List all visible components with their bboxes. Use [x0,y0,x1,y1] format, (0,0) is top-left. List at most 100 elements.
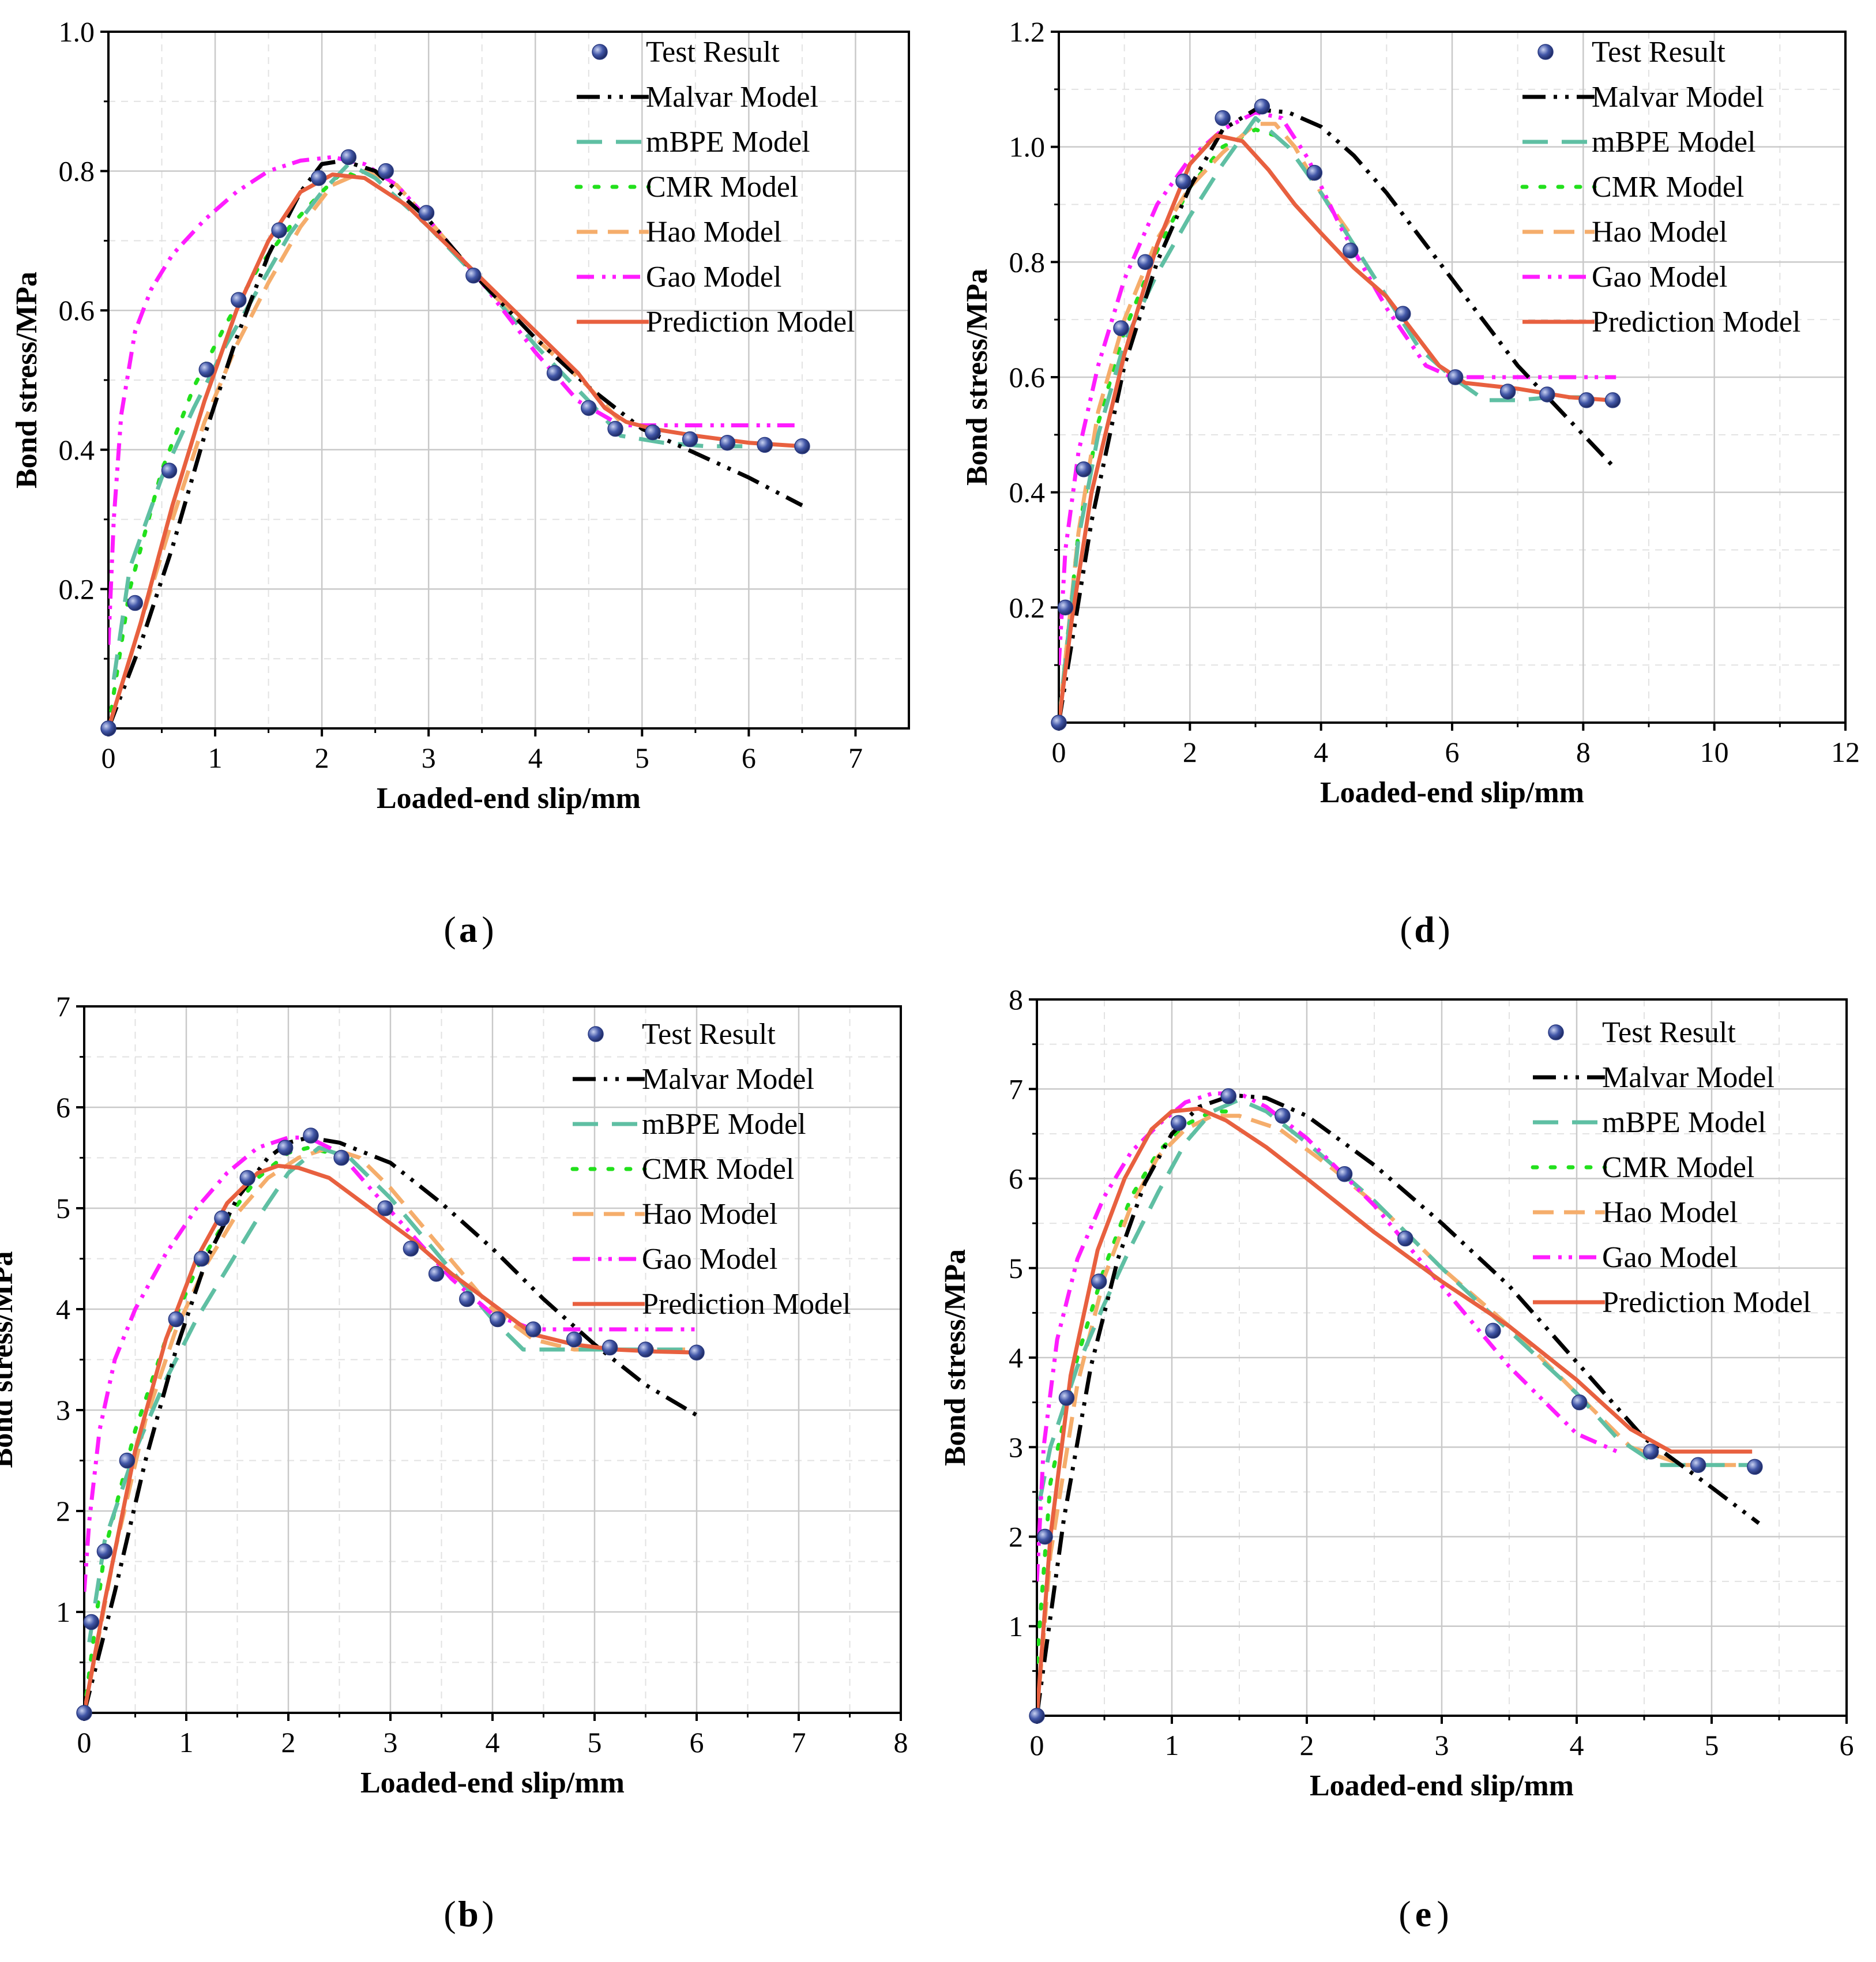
panel-caption-open: ( [1400,909,1412,950]
test-result-marker [340,149,357,166]
legend-label-prediction: Prediction Model [1592,306,1801,339]
test-result-marker [1175,173,1191,190]
legend-label-mbpe: mBPE Model [1602,1106,1766,1139]
y-tick-label: 7 [1009,1073,1023,1105]
x-tick-label: 1 [1165,1729,1179,1761]
legend-label-gao: Gao Model [1602,1241,1738,1274]
plot-area [1037,1091,1761,1716]
panel-caption-letter: b [458,1893,479,1934]
test-result-marker [637,1341,654,1358]
x-tick-label: 1 [208,742,223,774]
test-result-marker [1113,320,1129,336]
series-line-hao [108,169,622,728]
series-line-gao [1059,110,1616,666]
legend-label-hao: Hao Model [642,1198,777,1231]
series-line-prediction [1059,133,1610,723]
y-tick-label: 0.4 [1009,476,1046,509]
y-tick-label: 6 [1009,1163,1023,1195]
y-tick-label: 7 [56,990,70,1023]
chart-panel-a: 0 1 2 3 4 5 6 7 0.2 0.4 0.6 0.8 1.0 Loaded-end slip/m… [10,16,910,950]
test-result-marker [378,163,394,179]
test-result-marker [1499,384,1516,400]
y-tick-label: 1.0 [59,16,95,48]
panel-caption-close: ) [1438,909,1450,950]
x-tick-label: 2 [315,742,329,774]
legend-label-gao: Gao Model [642,1243,777,1276]
x-tick-label: 5 [635,742,649,774]
panel-caption-letter: e [1415,1893,1431,1934]
x-tick-label: 6 [1840,1729,1854,1761]
legend-label-cmr: CMR Model [642,1153,794,1186]
panel-caption-close: ) [1437,1893,1449,1934]
test-result-marker [83,1614,100,1630]
legend-label-mbpe: mBPE Model [1592,126,1756,159]
x-tick-label: 0 [1030,1729,1044,1761]
test-result-marker [1170,1115,1187,1131]
test-result-marker [333,1149,349,1166]
test-result-marker [1690,1457,1706,1474]
test-result-marker [1642,1444,1659,1460]
test-result-marker [1057,599,1074,616]
test-result-marker [1343,242,1359,259]
series-line-mbpe [1059,116,1584,723]
y-tick-label: 1.2 [1009,16,1046,48]
test-result-marker [607,420,623,437]
x-tick-label: 5 [588,1726,602,1758]
test-result-marker [303,1127,319,1144]
y-tick-label: 1 [56,1596,70,1628]
series-line-mbpe [1037,1097,1753,1502]
test-result-marker [601,1339,618,1356]
y-axis-title: Bond stress/MPa [10,272,43,488]
y-tick-label: 0.6 [1009,361,1046,393]
test-result-marker [757,437,773,453]
panel-caption-open: ( [1398,1893,1411,1934]
test-result-marker [1604,392,1621,408]
test-result-marker [1578,392,1595,408]
series-line-mbpe [87,1145,697,1643]
test-result-marker [1747,1459,1763,1475]
test-result-marker [1220,1088,1237,1104]
test-result-marker [1447,369,1464,385]
y-tick-label: 0.2 [1009,591,1046,623]
y-tick-label: 6 [56,1091,70,1123]
test-result-marker [76,1705,92,1721]
test-result-marker [794,438,810,454]
series-line-malvar [1059,107,1618,723]
test-result-marker [214,1210,230,1227]
x-tick-label: 4 [486,1726,500,1758]
test-result-marker [645,424,661,441]
test-result-marker [1306,164,1323,181]
test-result-marker [418,205,435,221]
panel-caption-letter: d [1414,909,1435,950]
legend-label-prediction: Prediction Model [646,306,855,339]
y-axis-title: Bond stress/MPa [0,1251,19,1468]
test-result-marker [546,365,563,381]
test-result-marker [1037,1528,1053,1545]
y-tick-label: 2 [56,1495,70,1527]
y-tick-label: 2 [1009,1521,1023,1553]
panel-caption-open: ( [443,1893,456,1934]
x-axis-title: Loaded-end slip/mm [360,1766,625,1799]
x-tick-label: 3 [422,742,436,774]
x-tick-label: 4 [528,742,543,774]
test-result-marker [310,170,327,186]
x-tick-label: 2 [1300,1729,1314,1761]
panel-caption-letter: a [459,909,478,950]
y-tick-label: 5 [56,1192,70,1224]
x-tick-label: 8 [894,1726,908,1758]
y-tick-label: 4 [56,1293,70,1325]
test-result-marker [525,1321,542,1337]
x-tick-label: 6 [742,742,756,774]
test-result-marker [682,431,698,448]
series-line-cmr [108,169,362,728]
series-line-malvar [84,1136,698,1713]
chart-panel-e: 0 1 2 3 4 5 6 1 2 3 4 5 6 7 8 Loaded-end slip/mm Bond st… [939,983,1854,1934]
test-result-marker [566,1331,582,1348]
series-line-gao [1037,1091,1618,1582]
x-tick-label: 0 [101,742,116,774]
y-tick-label: 8 [1009,983,1023,1016]
test-result-marker [1485,1322,1501,1339]
x-tick-label: 4 [1314,736,1328,768]
x-tick-label: 6 [690,1726,704,1758]
x-tick-label: 3 [384,1726,398,1758]
